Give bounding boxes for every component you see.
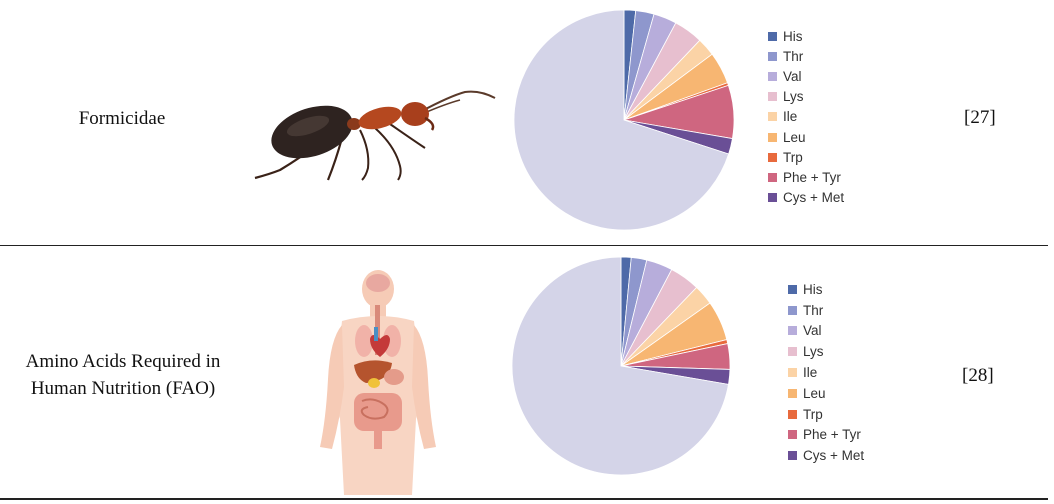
table-row: Amino Acids Required in Human Nutrition … (0, 247, 1054, 499)
legend-item: Phe + Tyr (788, 425, 864, 446)
reference-label: [28] (962, 365, 994, 386)
legend-label: Phe + Tyr (783, 169, 841, 185)
legend-swatch (768, 92, 777, 102)
legend-label: Thr (803, 302, 824, 318)
legend-swatch (788, 388, 797, 398)
chart-legend: His Thr Val Lys Ile Leu Trp Phe + Tyr Cys + Met (788, 279, 864, 466)
legend-item: Lys (768, 87, 844, 107)
legend-item: Ile (788, 362, 864, 383)
reference-label: [27] (964, 107, 996, 128)
legend-label: Ile (783, 109, 798, 125)
species-label: Formicidae (78, 108, 166, 129)
legend-swatch (768, 112, 777, 122)
legend-swatch (788, 368, 797, 378)
legend-label: Leu (783, 129, 806, 145)
table-row: Formicidae His Thr Val Lys Ile Leu Trp Phe + Ty… (0, 0, 1054, 246)
legend-label: Lys (783, 89, 804, 105)
legend-item: Val (768, 66, 844, 86)
row-divider (0, 245, 1048, 246)
legend-swatch (788, 284, 797, 294)
legend-swatch (788, 451, 797, 461)
pie-slice-remainder (511, 256, 729, 476)
legend-label: Val (803, 323, 822, 339)
legend-item: His (768, 26, 844, 46)
legend-label: Leu (803, 385, 826, 401)
legend-swatch (788, 305, 797, 315)
pie-chart (511, 256, 731, 476)
legend-item: Leu (788, 383, 864, 404)
legend-label: His (783, 28, 803, 44)
legend-item: Thr (768, 46, 844, 66)
legend-item: Leu (768, 127, 844, 147)
pie-slice-remainder (513, 9, 730, 231)
legend-swatch (768, 71, 777, 81)
legend-item: Cys + Met (768, 188, 844, 208)
human-body-icon (320, 270, 436, 495)
legend-item: Trp (768, 147, 844, 167)
legend-swatch (788, 430, 797, 440)
legend-item: Thr (788, 300, 864, 321)
legend-label: Val (783, 68, 802, 84)
legend-item: Lys (788, 341, 864, 362)
legend-label: Ile (803, 365, 818, 381)
legend-label: Thr (783, 48, 804, 64)
legend-label: Cys + Met (783, 190, 845, 206)
ant-icon (254, 90, 496, 181)
legend-swatch (788, 347, 797, 357)
legend-swatch (768, 172, 777, 182)
legend-label: Cys + Met (803, 448, 865, 464)
legend-swatch (768, 132, 777, 142)
legend-item: Ile (768, 107, 844, 127)
legend-item: Trp (788, 404, 864, 425)
legend-item: Val (788, 321, 864, 342)
legend-item: Phe + Tyr (768, 167, 844, 187)
legend-label: Trp (803, 406, 823, 422)
legend-swatch (768, 51, 777, 61)
species-label: Amino Acids Required in Human Nutrition … (25, 351, 221, 399)
legend-swatch (768, 152, 777, 162)
legend-item: Cys + Met (788, 445, 864, 466)
row-divider (0, 498, 1048, 500)
legend-swatch (788, 326, 797, 336)
legend-label: Trp (783, 149, 803, 165)
legend-label: Phe + Tyr (803, 427, 861, 443)
legend-swatch (768, 31, 777, 41)
legend-swatch (768, 193, 777, 203)
legend-label: Lys (803, 344, 824, 360)
chart-legend: His Thr Val Lys Ile Leu Trp Phe + Tyr Cys + Met (768, 26, 844, 208)
legend-label: His (803, 281, 823, 297)
legend-swatch (788, 409, 797, 419)
legend-item: His (788, 279, 864, 300)
pie-chart (513, 9, 735, 231)
